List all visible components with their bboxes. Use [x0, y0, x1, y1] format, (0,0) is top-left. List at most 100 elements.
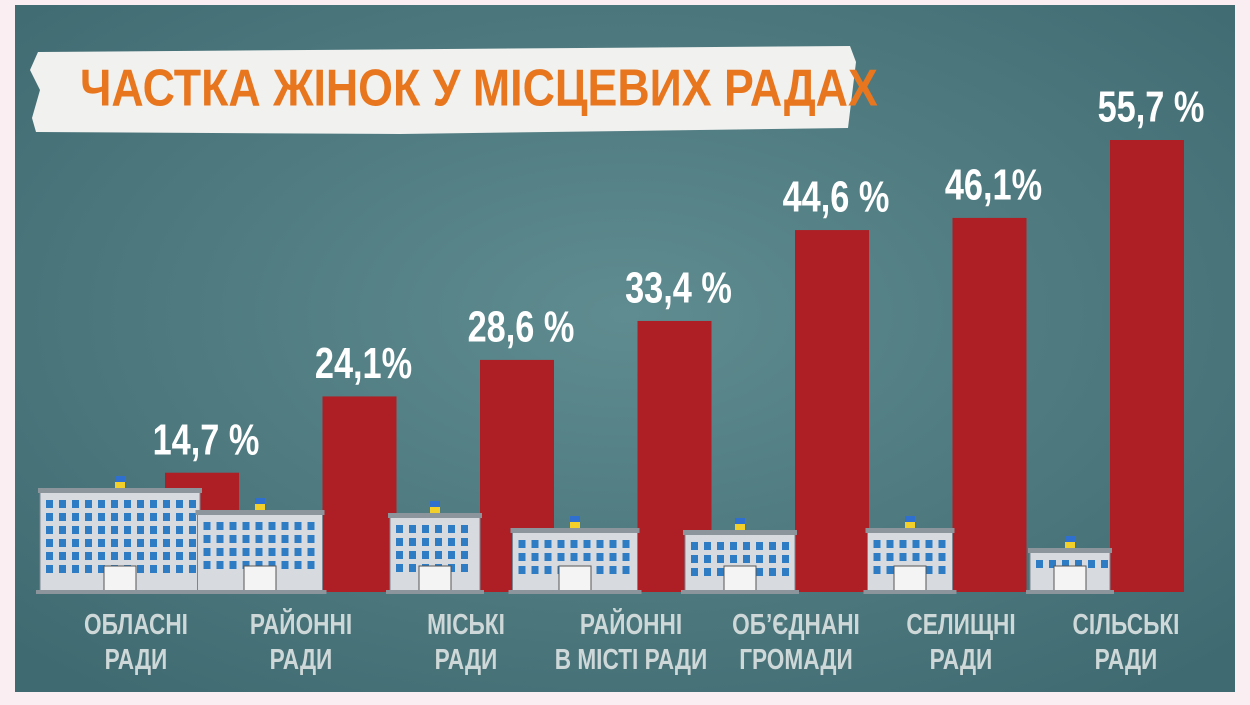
window [461, 525, 468, 533]
window [531, 540, 539, 548]
window [98, 565, 105, 573]
window [461, 538, 468, 546]
flag [905, 516, 915, 522]
window [886, 553, 894, 561]
window [242, 561, 250, 569]
window [72, 513, 79, 521]
window [307, 548, 315, 556]
window [203, 561, 211, 569]
window [150, 513, 157, 521]
window [782, 555, 789, 563]
window [163, 526, 170, 534]
window [899, 540, 907, 548]
window [544, 566, 552, 574]
window [124, 526, 131, 534]
window [609, 553, 617, 561]
window [1062, 560, 1069, 568]
window [422, 525, 429, 533]
ground [36, 590, 204, 594]
building-roof [1028, 548, 1112, 553]
window [448, 538, 455, 546]
building-roof [38, 488, 202, 493]
window [448, 525, 455, 533]
window [229, 535, 237, 543]
flag [430, 501, 440, 507]
window [150, 500, 157, 508]
category-label: СІЛЬСЬКІ РАДИ [1072, 609, 1180, 676]
value-label: 44,6 % [783, 173, 890, 222]
window [59, 552, 66, 560]
window [938, 553, 946, 561]
window [409, 525, 416, 533]
window [435, 538, 442, 546]
window [281, 535, 289, 543]
bar [795, 230, 869, 592]
window [461, 564, 468, 572]
window [396, 525, 403, 533]
window [938, 566, 946, 574]
window [938, 540, 946, 548]
value-label: 55,7 % [1098, 83, 1205, 132]
window [409, 564, 416, 572]
window [72, 500, 79, 508]
entrance [558, 565, 592, 593]
window [1049, 560, 1056, 568]
window [268, 561, 276, 569]
ground [508, 590, 642, 594]
ground [863, 590, 957, 594]
window [150, 552, 157, 560]
window [255, 561, 263, 569]
window [176, 513, 183, 521]
window [137, 539, 144, 547]
window [176, 526, 183, 534]
bar [1110, 140, 1184, 592]
window [769, 542, 776, 550]
window [925, 553, 933, 561]
window [756, 555, 763, 563]
window [176, 539, 183, 547]
window [98, 500, 105, 508]
window [137, 526, 144, 534]
window [596, 566, 604, 574]
flag [115, 476, 125, 482]
flag [735, 524, 745, 530]
window [59, 565, 66, 573]
window [518, 553, 526, 561]
entrance [893, 565, 927, 593]
window [596, 553, 604, 561]
window [98, 526, 105, 534]
window [622, 540, 630, 548]
window [46, 500, 53, 508]
window [769, 555, 776, 563]
window [176, 500, 183, 508]
window [137, 513, 144, 521]
window [124, 513, 131, 521]
window [531, 553, 539, 561]
window [46, 552, 53, 560]
window [294, 535, 302, 543]
window [570, 553, 578, 561]
window [886, 540, 894, 548]
window [281, 548, 289, 556]
window [216, 561, 224, 569]
window [769, 568, 776, 576]
window [163, 513, 170, 521]
window [216, 535, 224, 543]
flag [430, 507, 440, 513]
window [307, 522, 315, 530]
window [1075, 560, 1082, 568]
window [150, 526, 157, 534]
window [137, 500, 144, 508]
flag [735, 518, 745, 524]
window [242, 522, 250, 530]
window [518, 540, 526, 548]
window [422, 538, 429, 546]
window [163, 539, 170, 547]
title-banner [30, 46, 856, 134]
window [85, 513, 92, 521]
window [46, 565, 53, 573]
window [294, 561, 302, 569]
window [189, 500, 196, 508]
window [72, 565, 79, 573]
window [583, 553, 591, 561]
